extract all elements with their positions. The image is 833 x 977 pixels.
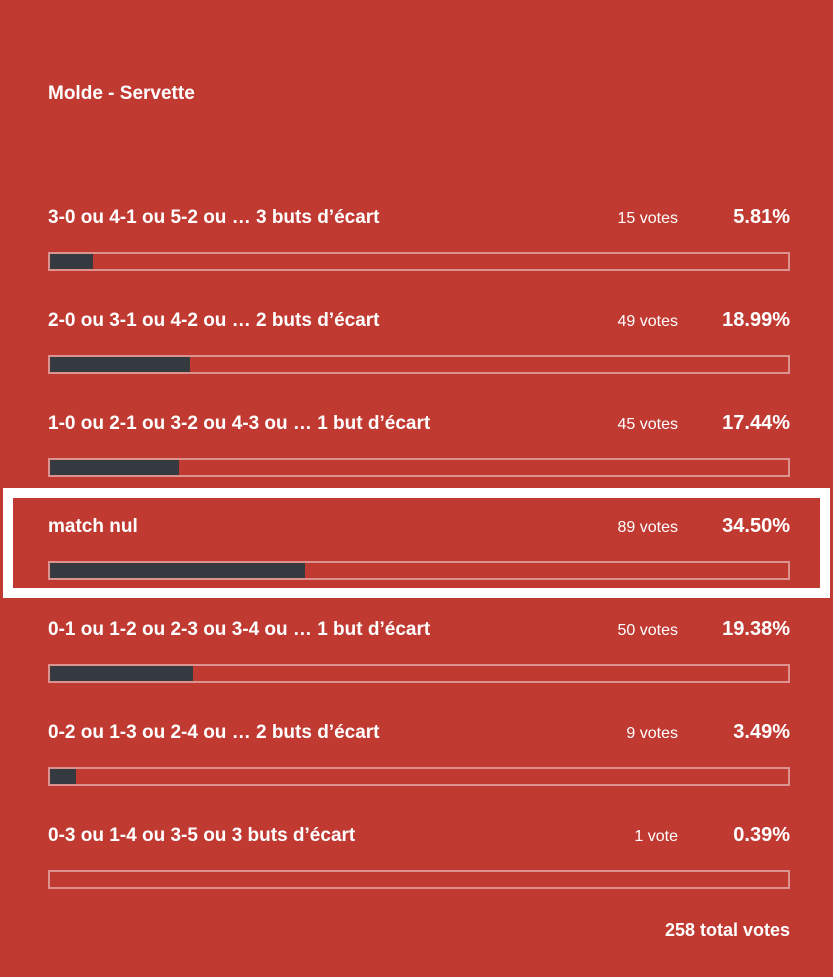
vote-bar-fill [50,357,191,372]
option-header: 1-0 ou 2-1 ou 3-2 ou 4-3 ou … 1 but d’éc… [48,411,790,437]
vote-bar-fill [50,563,305,578]
poll-widget: Molde - Servette 3-0 ou 4-1 ou 5-2 ou … … [3,83,830,940]
poll-option-row: 0-2 ou 1-3 ou 2-4 ou … 2 buts d’écart 9 … [48,710,790,813]
option-header: 0-3 ou 1-4 ou 3-5 ou 3 buts d’écart 1 vo… [48,823,790,849]
vote-bar-track [48,252,790,271]
option-header: 3-0 ou 4-1 ou 5-2 ou … 3 buts d’écart 15… [48,205,790,231]
option-header: match nul 89 votes 34.50% [48,514,790,540]
vote-bar-fill [50,769,76,784]
poll-title: Molde - Servette [48,83,195,104]
option-header: 0-2 ou 1-3 ou 2-4 ou … 2 buts d’écart 9 … [48,720,790,746]
vote-bar-fill [50,666,194,681]
vote-bar-track [48,355,790,374]
option-votes-count: 1 vote [634,828,678,845]
option-percentage: 0.39% [733,824,790,846]
option-percentage: 17.44% [722,412,790,434]
option-percentage: 19.38% [722,618,790,640]
total-votes: 258 total votes [664,920,790,940]
poll-option-row: 3-0 ou 4-1 ou 5-2 ou … 3 buts d’écart 15… [48,195,790,298]
option-percentage: 34.50% [722,515,790,537]
option-label: 0-3 ou 1-4 ou 3-5 ou 3 buts d’écart [48,825,356,846]
option-label: 1-0 ou 2-1 ou 3-2 ou 4-3 ou … 1 but d’éc… [48,413,431,434]
poll-option-row: match nul 89 votes 34.50% [3,488,830,607]
vote-bar-track [48,870,790,889]
poll-option-row: 2-0 ou 3-1 ou 4-2 ou … 2 buts d’écart 49… [48,298,790,401]
option-votes-count: 50 votes [617,622,678,639]
option-percentage: 5.81% [733,206,790,228]
option-label: 2-0 ou 3-1 ou 4-2 ou … 2 buts d’écart [48,310,380,331]
vote-bar-track [48,561,790,580]
poll-option-row: 0-1 ou 1-2 ou 2-3 ou 3-4 ou … 1 but d’éc… [48,607,790,710]
option-label: 0-2 ou 1-3 ou 2-4 ou … 2 buts d’écart [48,722,380,743]
option-votes-count: 9 votes [626,725,678,742]
option-label: 0-1 ou 1-2 ou 2-3 ou 3-4 ou … 1 but d’éc… [48,619,431,640]
poll-option-row: 0-3 ou 1-4 ou 3-5 ou 3 buts d’écart 1 vo… [48,813,790,916]
vote-bar-track [48,767,790,786]
option-percentage: 18.99% [722,309,790,331]
vote-bar-track [48,458,790,477]
option-header: 0-1 ou 1-2 ou 2-3 ou 3-4 ou … 1 but d’éc… [48,617,790,643]
vote-bar-track [48,664,790,683]
poll-options-list: 3-0 ou 4-1 ou 5-2 ou … 3 buts d’écart 15… [3,195,830,916]
option-votes-count: 45 votes [617,416,678,433]
option-label: match nul [48,516,138,537]
selected-option-highlight-frame [3,488,830,598]
option-header: 2-0 ou 3-1 ou 4-2 ou … 2 buts d’écart 49… [48,308,790,334]
option-votes-count: 89 votes [617,519,678,536]
poll-option-row: 1-0 ou 2-1 ou 3-2 ou 4-3 ou … 1 but d’éc… [48,401,790,504]
vote-bar-fill [50,460,179,475]
option-label: 3-0 ou 4-1 ou 5-2 ou … 3 buts d’écart [48,207,380,228]
option-percentage: 3.49% [733,721,790,743]
vote-bar-fill [50,254,93,269]
option-votes-count: 15 votes [617,210,678,227]
option-votes-count: 49 votes [617,313,678,330]
